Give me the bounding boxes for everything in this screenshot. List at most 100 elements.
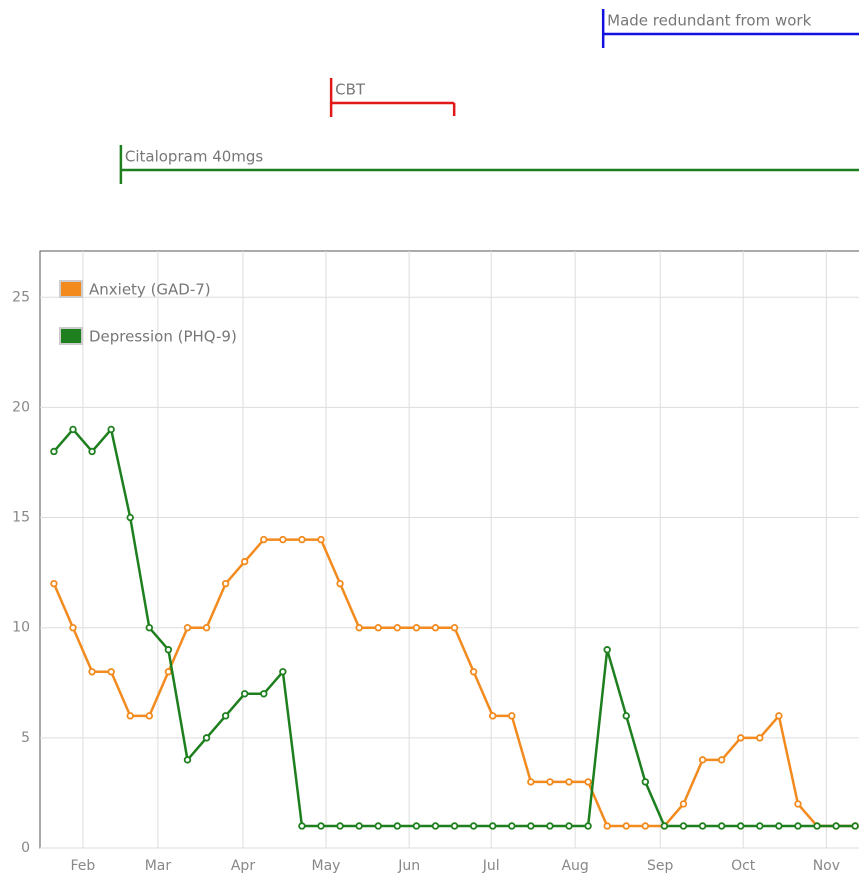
data-point — [603, 822, 611, 830]
period-label: Made redundant from work — [607, 12, 811, 30]
data-point — [756, 822, 764, 830]
data-point — [393, 822, 402, 830]
plot-area — [39, 250, 859, 849]
data-point — [412, 822, 421, 830]
data-point — [298, 822, 306, 830]
data-point — [737, 734, 745, 742]
data-point — [431, 822, 440, 830]
data-point — [546, 822, 554, 830]
data-point — [737, 822, 745, 830]
data-point — [202, 624, 211, 632]
data-point — [794, 822, 802, 830]
data-point — [469, 668, 478, 676]
data-point — [450, 624, 459, 632]
x-tick-label: Oct — [731, 858, 756, 874]
data-point — [221, 712, 230, 720]
data-point — [241, 690, 249, 698]
legend-label: Depression (PHQ-9) — [89, 328, 237, 346]
x-tick-label: May — [311, 858, 340, 874]
x-tick-label: Sep — [647, 858, 674, 874]
x-tick-label: Feb — [71, 858, 96, 874]
data-point — [317, 822, 325, 830]
x-tick-label: Mar — [145, 858, 172, 874]
data-point — [298, 535, 306, 544]
y-tick-label: 5 — [21, 730, 30, 746]
data-point — [527, 822, 535, 830]
data-point — [527, 778, 535, 786]
data-point — [88, 447, 96, 456]
x-tick-label: Aug — [561, 858, 588, 874]
period-label: CBT — [335, 81, 366, 99]
data-point — [412, 624, 421, 632]
data-point — [50, 447, 58, 456]
data-point — [317, 535, 325, 544]
data-point — [126, 712, 134, 720]
y-tick-label: 20 — [12, 399, 30, 415]
data-point — [851, 822, 859, 830]
data-point — [183, 624, 192, 632]
data-point — [50, 579, 58, 588]
y-tick-label: 10 — [12, 620, 30, 636]
data-point — [393, 624, 402, 632]
x-tick-label: Nov — [813, 858, 840, 874]
data-point — [88, 668, 96, 676]
data-point — [469, 822, 478, 830]
data-point — [622, 822, 630, 830]
data-point — [374, 624, 382, 632]
data-point — [489, 712, 497, 720]
data-point — [679, 800, 688, 808]
data-point — [813, 822, 821, 830]
data-point — [431, 624, 440, 632]
data-point — [832, 822, 840, 830]
data-point — [450, 822, 459, 830]
data-point — [584, 778, 592, 786]
data-point — [221, 579, 230, 588]
data-point — [69, 425, 77, 434]
data-point — [145, 624, 154, 632]
data-point — [145, 712, 154, 720]
data-point — [565, 778, 573, 786]
legend-swatch — [59, 280, 83, 298]
y-tick-label: 25 — [12, 289, 30, 305]
data-point — [584, 822, 592, 830]
data-point — [183, 756, 192, 764]
data-point — [355, 822, 363, 830]
data-point — [279, 535, 287, 544]
data-point — [565, 822, 573, 830]
data-point — [260, 535, 268, 544]
data-point — [508, 822, 516, 830]
period-label: Citalopram 40mgs — [125, 148, 264, 166]
data-point — [202, 734, 211, 742]
data-point — [622, 712, 630, 720]
data-point — [355, 624, 363, 632]
data-point — [69, 624, 77, 632]
data-point — [717, 756, 726, 764]
legend-label: Anxiety (GAD-7) — [89, 281, 211, 299]
data-point — [279, 668, 287, 676]
data-point — [107, 668, 115, 676]
legend-swatch — [59, 327, 83, 345]
data-point — [603, 646, 611, 654]
data-point — [756, 734, 764, 742]
data-point — [698, 822, 707, 830]
y-tick-label: 0 — [21, 840, 30, 856]
y-tick-label: 15 — [12, 510, 30, 526]
data-point — [546, 778, 554, 786]
data-point — [775, 822, 783, 830]
data-point — [794, 800, 802, 808]
x-tick-label: Jun — [397, 858, 420, 874]
data-point — [698, 756, 707, 764]
data-point — [336, 822, 344, 830]
x-tick-label: Jul — [482, 858, 500, 874]
data-point — [641, 822, 650, 830]
data-point — [679, 822, 688, 830]
data-point — [660, 822, 669, 830]
data-point — [164, 668, 173, 676]
data-point — [126, 513, 134, 522]
data-point — [374, 822, 382, 830]
data-point — [717, 822, 726, 830]
data-point — [508, 712, 516, 720]
data-point — [489, 822, 497, 830]
data-point — [775, 712, 783, 720]
